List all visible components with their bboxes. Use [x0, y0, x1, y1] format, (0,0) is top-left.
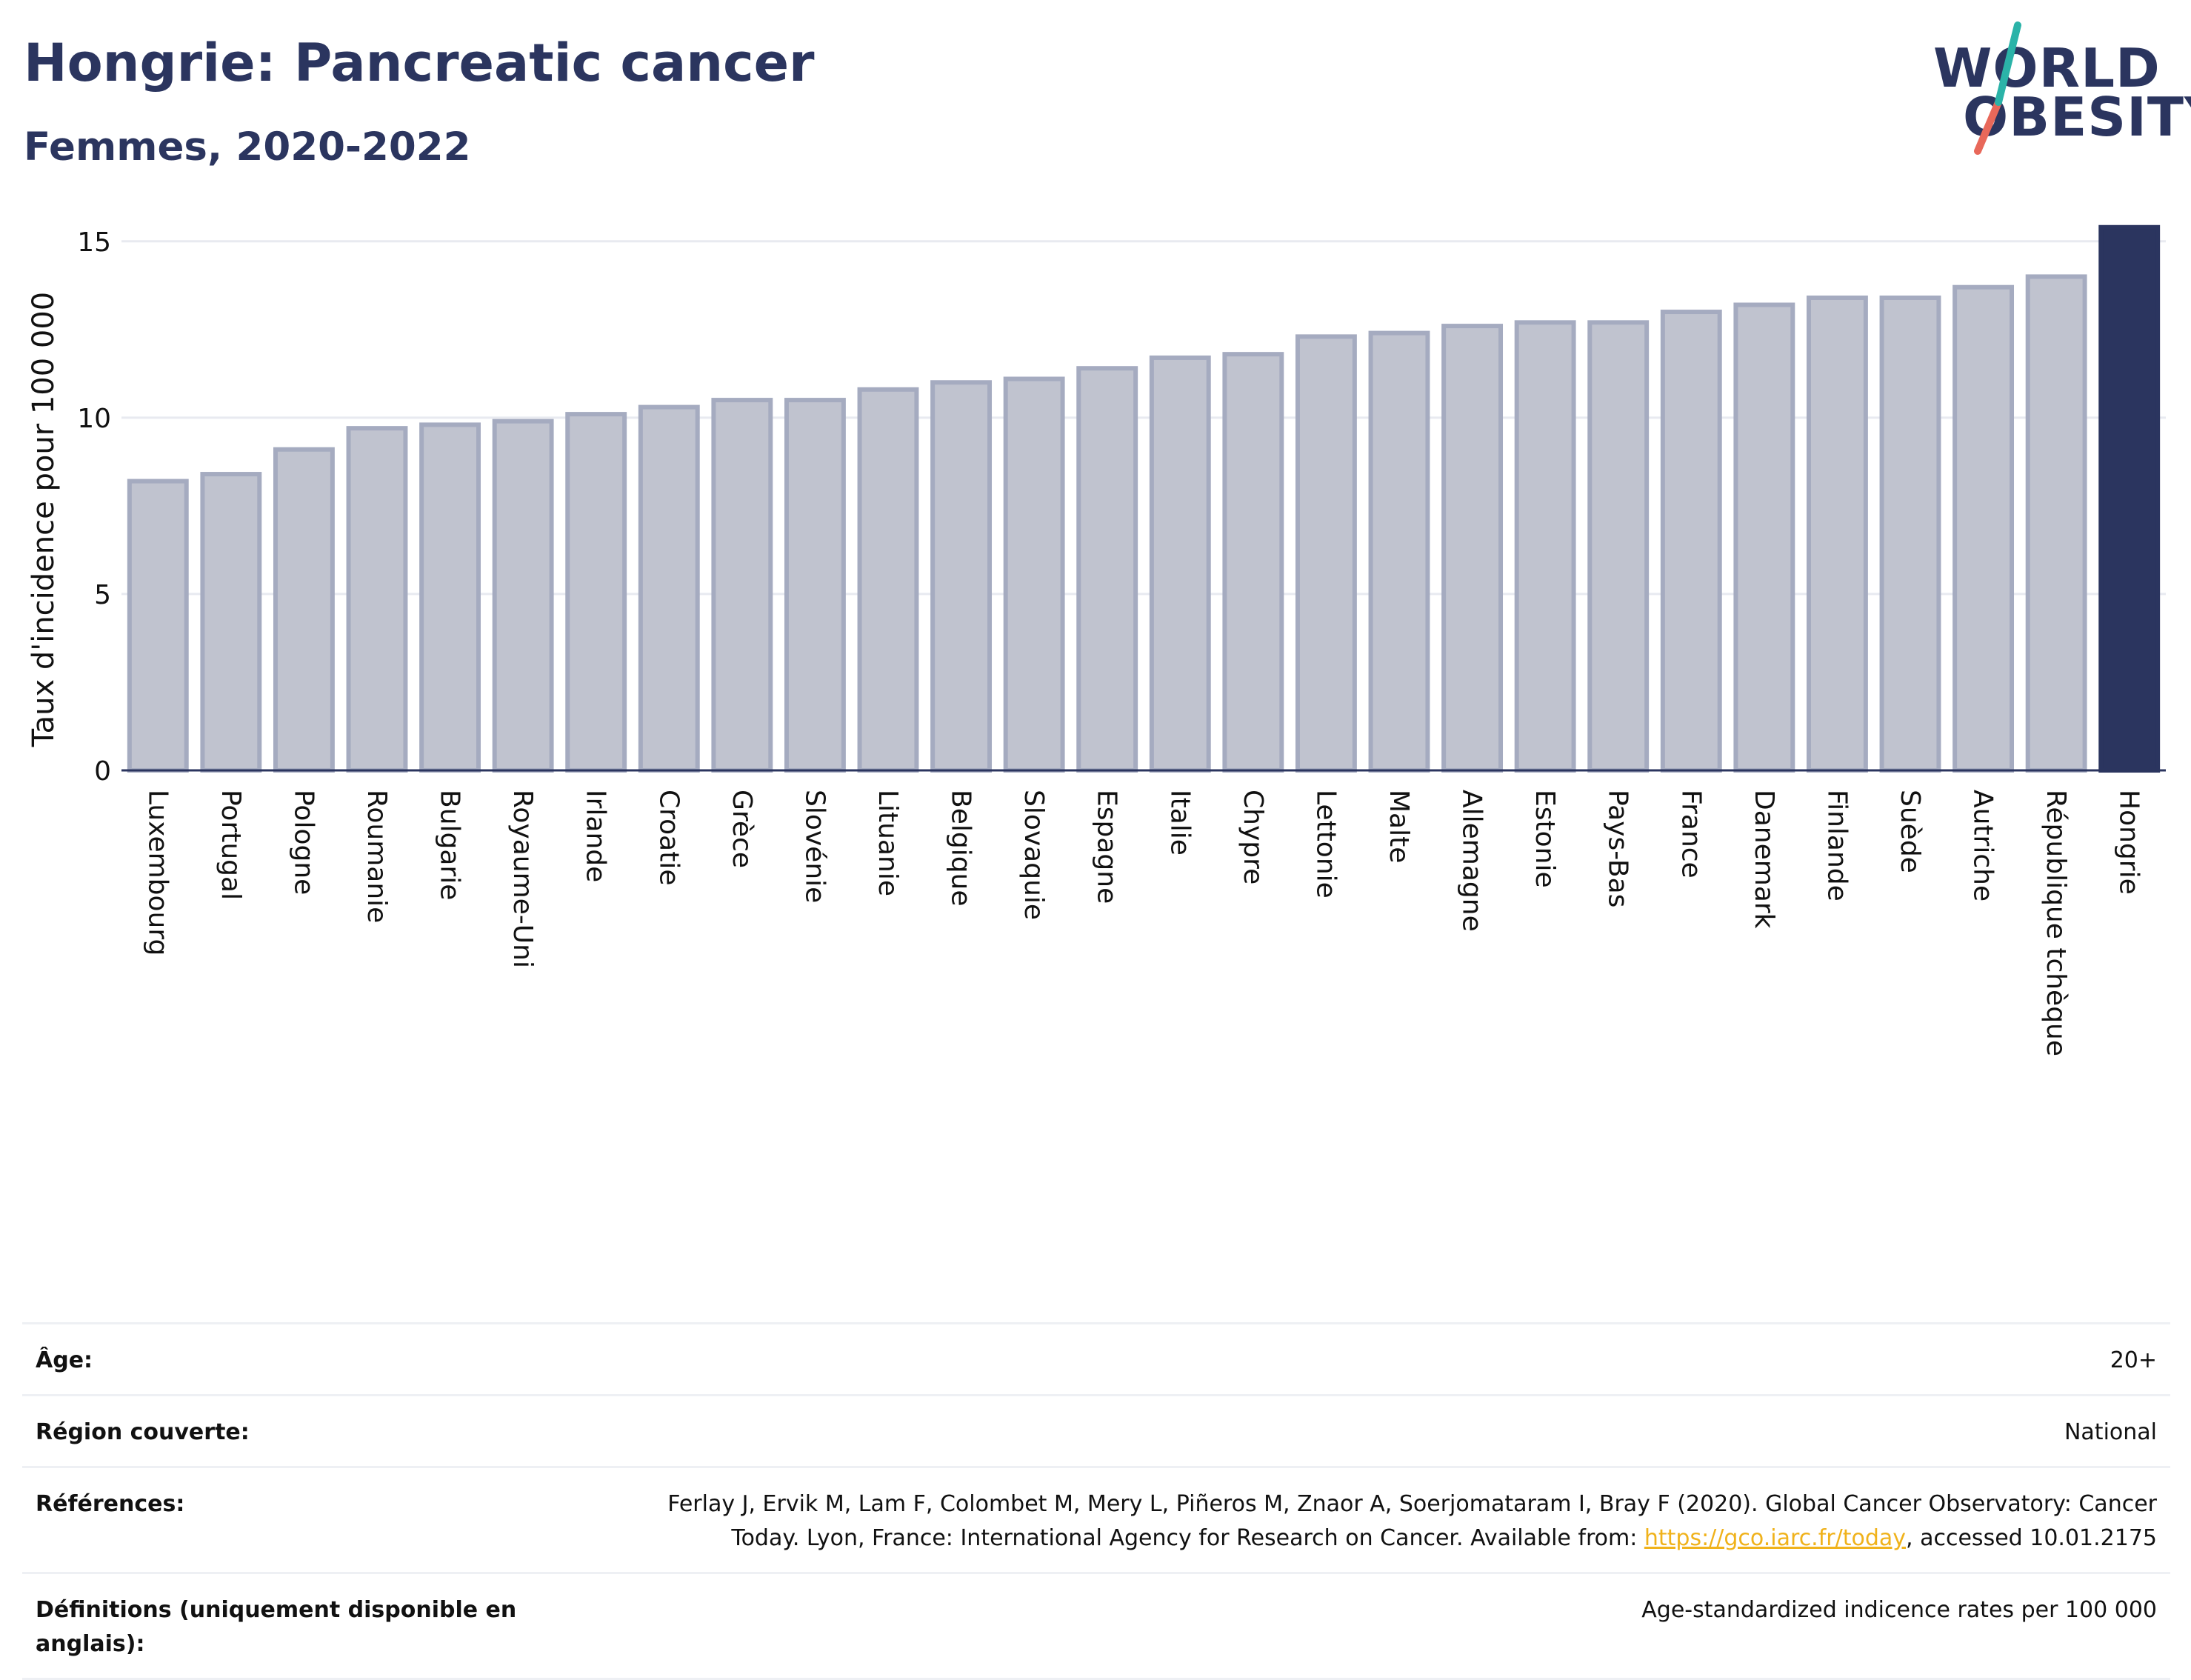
meta-row-region: Région couverte: National [22, 1395, 2170, 1467]
bar-belgique [930, 380, 993, 773]
x-tick-label: République tchèque [2041, 790, 2071, 1056]
refs-link[interactable]: https://gco.iarc.fr/today [1644, 1525, 1907, 1551]
x-tick-label: Pologne [288, 790, 319, 895]
bar-lettonie [1295, 334, 1357, 773]
bar-république-tchèque [2025, 274, 2087, 773]
bar-espagne [1076, 366, 1138, 773]
x-tick-label: Allemagne [1457, 790, 1487, 932]
bar-pologne [273, 447, 335, 773]
bar-france [1660, 310, 1722, 773]
meta-refs-label: Références: [36, 1491, 185, 1517]
x-tick-label: Danemark [1749, 790, 1779, 929]
bar-finlande [1806, 295, 1868, 773]
metadata-table: Âge: 20+ Région couverte: National Référ… [22, 1322, 2170, 1680]
x-tick-label: Bulgarie [435, 790, 465, 900]
meta-defs-value: Age-standardized indicence rates per 100… [1641, 1597, 2157, 1623]
x-tick-label: Slovaquie [1018, 790, 1049, 920]
x-tick-label: Pays-Bas [1603, 790, 1633, 907]
x-tick-label: Hongrie [2114, 790, 2144, 895]
y-axis-ticks: 0 5 10 15 [77, 227, 111, 787]
bar-irlande [565, 412, 627, 773]
bar-chypre [1222, 352, 1284, 773]
page-title: Hongrie: Pancreatic cancer [24, 33, 815, 93]
meta-region-label: Région couverte: [36, 1419, 250, 1445]
x-tick-label: Luxembourg [142, 790, 173, 956]
x-tick-label: Espagne [1092, 790, 1122, 904]
meta-age-label: Âge: [36, 1347, 93, 1373]
x-tick-label: Roumanie [361, 790, 392, 923]
meta-refs-value: Ferlay J, Ervik M, Lam F, Colombet M, Me… [553, 1467, 2170, 1573]
bar-malte [1368, 330, 1430, 773]
x-tick-label: France [1675, 790, 1706, 879]
refs-line-2a: Today. Lyon, France: International Agenc… [731, 1525, 1644, 1551]
x-axis-ticks: Luxembourg Portugal Pologne Roumanie Bulgari… [142, 790, 2144, 1056]
logo-line-1: WORLD [1933, 37, 2161, 99]
bar-slovénie [784, 398, 846, 773]
meta-row-age: Âge: 20+ [22, 1323, 2170, 1396]
refs-line-2b: , accessed 10.01.2175 [1906, 1525, 2157, 1551]
bar-bulgarie [419, 422, 481, 773]
bar-grèce [711, 398, 773, 773]
bar-royaume-uni [492, 419, 554, 773]
x-tick-label: Suède [1895, 790, 1925, 873]
meta-row-definitions: Définitions (uniquement disponible en an… [22, 1573, 2170, 1679]
x-tick-label: Lettonie [1310, 790, 1341, 899]
x-tick-label: Finlande [1821, 790, 1852, 901]
bar-suède [1879, 295, 1941, 773]
bar-lituanie [857, 387, 919, 773]
bar-portugal [200, 472, 262, 773]
bar-slovaquie [1003, 376, 1065, 773]
x-tick-label: Croatie [653, 790, 684, 886]
x-tick-label: Autriche [1968, 790, 1998, 901]
x-tick-label: Malte [1384, 790, 1414, 863]
chart-bars [127, 224, 2161, 773]
x-tick-label: Chypre [1238, 790, 1268, 884]
x-tick-label: Lituanie [873, 790, 903, 896]
bar-estonie [1514, 320, 1576, 773]
x-tick-label: Irlande [581, 790, 611, 882]
bar-allemagne [1441, 324, 1504, 773]
bar-hongrie [2098, 224, 2161, 773]
y-tick-label: 15 [77, 227, 111, 258]
x-tick-label: Portugal [216, 790, 246, 900]
x-tick-label: Belgique [946, 790, 976, 907]
page-subtitle: Femmes, 2020-2022 [24, 124, 471, 170]
world-obesity-logo: WORLD OBESITY [1933, 21, 2191, 161]
bar-danemark [1733, 302, 1795, 773]
y-tick-label: 10 [77, 404, 111, 434]
bar-pays-bas [1587, 320, 1650, 773]
refs-line-1: Ferlay J, Ervik M, Lam F, Colombet M, Me… [667, 1491, 2157, 1517]
x-tick-label: Royaume-Uni [507, 790, 538, 968]
bar-chart: 0 5 10 15 Luxembourg Portugal Pologne Roumanie… [27, 224, 2166, 1056]
bar-autriche [1952, 284, 2015, 773]
x-tick-label: Grèce [727, 790, 757, 868]
bar-luxembourg [127, 479, 189, 773]
y-tick-label: 0 [94, 756, 111, 787]
logo-slash-icon [1974, 21, 2021, 155]
y-axis-label: Taux d'incidence pour 100 000 [27, 292, 61, 747]
meta-age-value: 20+ [2110, 1347, 2157, 1373]
meta-region-value: National [2064, 1419, 2157, 1445]
bar-croatie [638, 404, 700, 773]
x-tick-label: Slovénie [799, 790, 830, 903]
meta-defs-label: Définitions (uniquement disponible en an… [36, 1597, 517, 1657]
y-tick-label: 5 [94, 580, 111, 610]
bar-italie [1149, 355, 1211, 773]
bar-roumanie [346, 426, 408, 773]
x-tick-label: Italie [1164, 790, 1195, 856]
x-tick-label: Estonie [1530, 790, 1560, 888]
meta-row-references: Références: Ferlay J, Ervik M, Lam F, Co… [22, 1467, 2170, 1573]
